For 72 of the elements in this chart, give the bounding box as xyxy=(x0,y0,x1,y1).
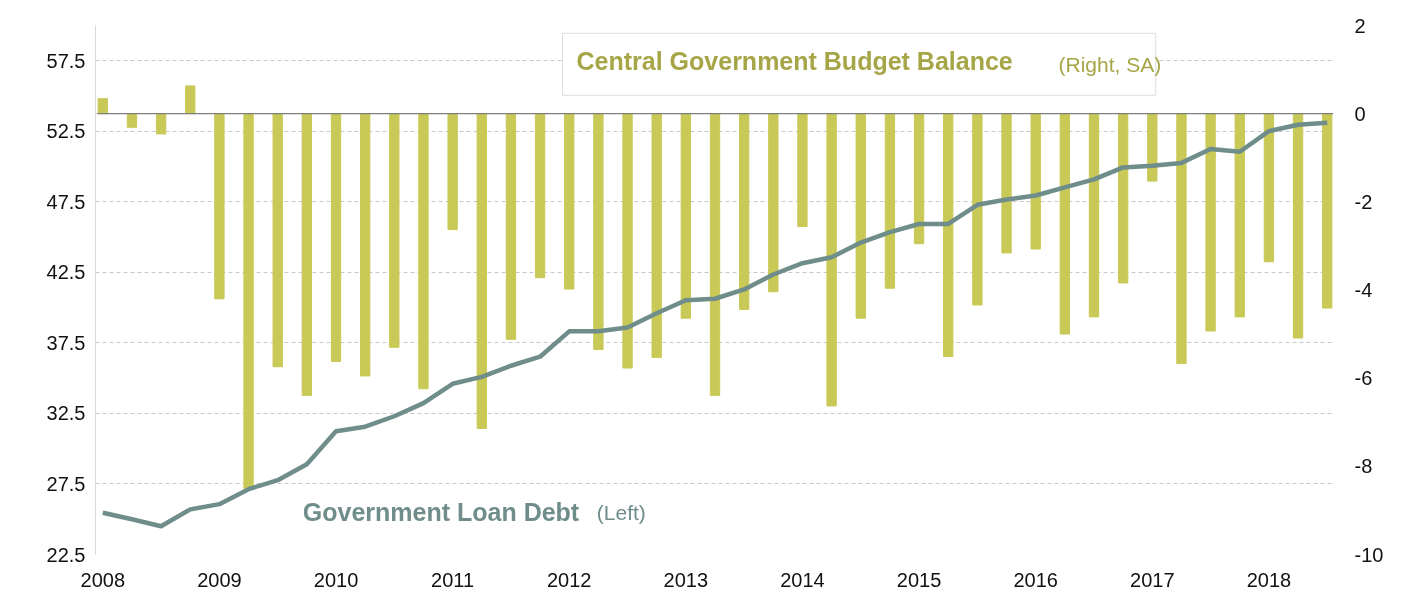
y2-tick-label: -10 xyxy=(1354,543,1384,566)
y-tick-label: 42.5 xyxy=(46,261,86,284)
bar xyxy=(797,113,808,228)
bar xyxy=(593,113,604,351)
y-tick-label: 22.5 xyxy=(46,543,86,566)
bar xyxy=(505,113,517,340)
y-tick-label: 27.5 xyxy=(46,472,86,495)
series-label: Government Loan Debt (Left) xyxy=(302,498,646,527)
bar xyxy=(972,113,983,306)
bar xyxy=(855,113,866,319)
x-tick-label: 2011 xyxy=(431,568,475,591)
bar xyxy=(301,113,313,396)
bar xyxy=(214,113,225,300)
x-tick-label: 2009 xyxy=(197,568,242,591)
y-tick-label: 37.5 xyxy=(46,331,86,354)
bar xyxy=(622,113,633,369)
y-tick-label: 57.5 xyxy=(46,49,86,72)
x-tick-label: 2013 xyxy=(663,568,709,591)
bar xyxy=(884,113,896,289)
bar xyxy=(97,98,108,115)
bar xyxy=(272,113,283,368)
y2-tick-label: 0 xyxy=(1354,102,1366,125)
bar xyxy=(1234,113,1245,318)
bar xyxy=(913,113,925,245)
bar xyxy=(768,113,779,293)
bar xyxy=(943,113,954,358)
bar xyxy=(1322,113,1333,309)
bar xyxy=(1030,113,1041,250)
bar xyxy=(447,113,458,231)
bar xyxy=(126,113,138,128)
y2-tick-label: -6 xyxy=(1354,367,1373,390)
bar xyxy=(1292,113,1304,339)
bar xyxy=(709,113,721,396)
bar xyxy=(155,113,167,135)
y2-tick-label: 2 xyxy=(1354,14,1366,37)
x-tick-label: 2015 xyxy=(896,568,942,591)
bar xyxy=(651,113,662,358)
x-tick-label: 2014 xyxy=(780,568,825,591)
x-tick-label: 2010 xyxy=(313,568,359,591)
bar xyxy=(826,113,837,407)
bar xyxy=(330,113,342,362)
bar xyxy=(476,113,487,429)
x-tick-label: 2018 xyxy=(1246,568,1292,591)
x-tick-label: 2012 xyxy=(546,568,592,591)
y-tick-label: 52.5 xyxy=(46,120,86,143)
bar xyxy=(389,113,400,348)
x-tick-label: 2016 xyxy=(1013,568,1058,591)
y2-tick-label: -4 xyxy=(1354,279,1373,301)
bar xyxy=(680,113,692,319)
y2-tick-label: -8 xyxy=(1354,455,1373,478)
text: Central Government Budget Balance (Right, SA) xyxy=(576,47,1162,76)
bar xyxy=(564,113,575,290)
bar xyxy=(1117,113,1129,284)
x-tick-label: 2017 xyxy=(1130,568,1175,591)
bar xyxy=(360,113,371,377)
bar xyxy=(1001,113,1012,254)
bar xyxy=(243,113,254,489)
x-tick-label: 2008 xyxy=(80,568,126,591)
y-tick-label: 32.5 xyxy=(46,402,86,425)
bar xyxy=(534,113,546,279)
bar xyxy=(1176,113,1187,365)
bar xyxy=(1059,113,1070,335)
y2-tick-label: -2 xyxy=(1354,190,1373,213)
bar xyxy=(1088,113,1100,318)
bar xyxy=(1147,113,1158,182)
bar xyxy=(418,113,429,390)
bar xyxy=(1263,113,1275,263)
y-tick-label: 47.5 xyxy=(46,190,86,213)
bar xyxy=(738,113,750,310)
bar xyxy=(1205,113,1216,332)
line-series xyxy=(100,120,1330,529)
bar xyxy=(185,85,196,115)
